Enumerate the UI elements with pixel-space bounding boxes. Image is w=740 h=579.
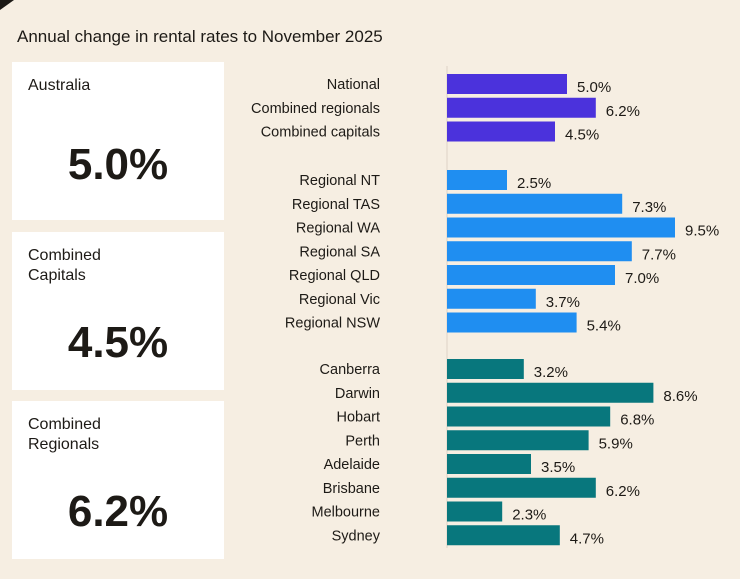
category-label: Regional NSW [285, 316, 380, 332]
bar [447, 241, 632, 262]
value-label: 4.7% [570, 530, 604, 547]
bar [447, 288, 536, 309]
category-label: Regional QLD [289, 268, 380, 284]
card-label: Combined Regionals [28, 416, 101, 453]
value-label: 5.4% [587, 318, 621, 335]
category-label: Combined regionals [251, 101, 380, 117]
card-value: 5.0% [67, 140, 169, 189]
value-label: 4.5% [565, 127, 599, 144]
bar [447, 74, 567, 94]
value-label: 3.2% [534, 364, 568, 381]
card-value: 6.2% [67, 487, 169, 536]
category-label: Regional SA [299, 244, 380, 260]
bar [447, 454, 531, 474]
bar [447, 477, 596, 498]
value-label: 2.5% [517, 175, 551, 192]
card-label: Australia [28, 77, 91, 94]
card-combined-capitals: Combined Capitals 4.5% [12, 232, 224, 390]
value-label: 7.7% [642, 246, 676, 263]
bar [447, 359, 524, 379]
category-label: Combined capitals [261, 125, 380, 141]
bar [447, 265, 615, 285]
value-label: 6.2% [606, 103, 640, 120]
value-label: 7.3% [632, 199, 666, 216]
card-combined-regionals: Combined Regionals 6.2% [12, 401, 224, 559]
category-label: Canberra [320, 362, 381, 378]
bar [447, 217, 675, 238]
card-australia: Australia 5.0% [12, 62, 224, 220]
bar [447, 312, 577, 333]
value-label: 5.0% [577, 79, 611, 96]
bar [447, 97, 596, 118]
value-label: 3.5% [541, 459, 575, 476]
value-label: 7.0% [625, 270, 659, 287]
value-label: 3.7% [546, 294, 580, 311]
value-label: 9.5% [685, 223, 719, 240]
category-label: Brisbane [323, 481, 380, 497]
value-label: 2.3% [512, 507, 546, 524]
value-label: 6.2% [606, 483, 640, 500]
bar [447, 170, 507, 190]
bar [447, 193, 623, 214]
category-label: National [327, 77, 380, 93]
bar [447, 525, 560, 546]
category-label: Regional Vic [299, 292, 380, 308]
bar [447, 501, 503, 522]
category-label: Regional TAS [292, 197, 380, 213]
category-label: Melbourne [311, 505, 380, 521]
bar [447, 382, 654, 403]
bar [447, 406, 611, 427]
corner-decoration [0, 0, 14, 10]
category-label: Sydney [332, 528, 381, 544]
category-label: Regional WA [296, 221, 380, 237]
chart-title: Annual change in rental rates to Novembe… [17, 27, 383, 46]
category-label: Adelaide [324, 457, 380, 473]
card-label: Combined Capitals [28, 247, 101, 284]
value-label: 6.8% [620, 412, 654, 429]
bar [447, 430, 589, 451]
category-label: Hobart [336, 410, 380, 426]
value-label: 5.9% [599, 435, 633, 452]
bar [447, 121, 555, 142]
card-value: 4.5% [67, 318, 169, 367]
category-label: Regional NT [299, 173, 380, 189]
category-label: Perth [345, 433, 380, 449]
value-label: 8.6% [663, 388, 697, 405]
category-label: Darwin [335, 386, 380, 402]
